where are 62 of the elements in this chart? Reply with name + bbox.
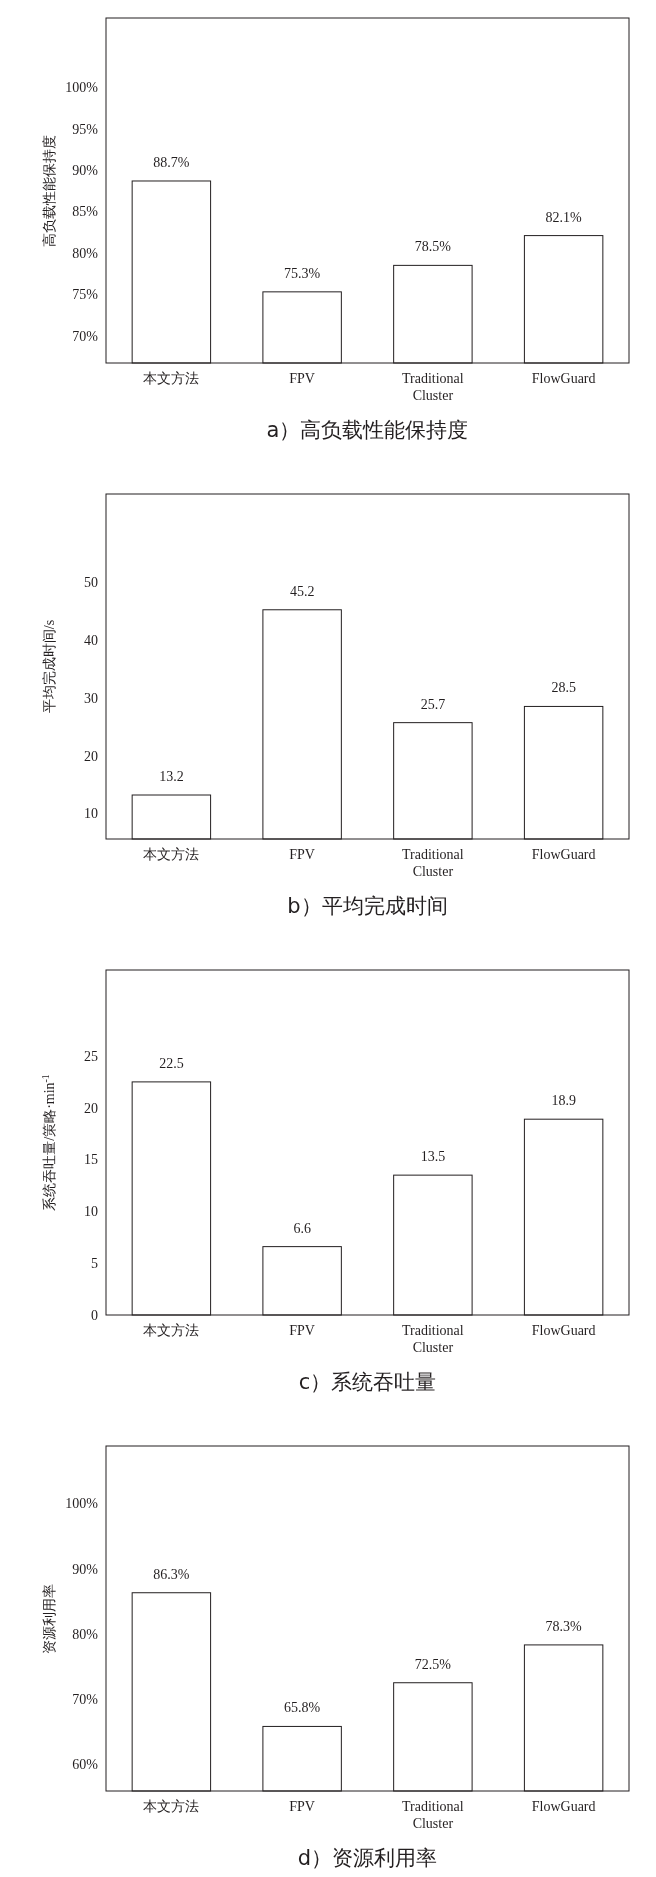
y-tick-label: 95%: [72, 121, 99, 137]
y-tick-label: 25: [84, 1048, 98, 1064]
y-tick-label: 0: [91, 1307, 98, 1323]
y-tick-label: 30: [84, 690, 98, 706]
data-label: 88.7%: [153, 154, 190, 170]
data-label: 75.3%: [284, 265, 321, 281]
x-tick-label: Traditional Cluster: [402, 371, 464, 403]
x-tick-label: FlowGuard: [531, 1799, 596, 1814]
y-tick-label: 100%: [65, 1496, 99, 1512]
data-label: 22.5: [159, 1055, 184, 1071]
text: d）资源利用率: [297, 1846, 438, 1870]
x-tick-label: FPV: [289, 847, 315, 862]
data-label: 86.3%: [153, 1566, 190, 1582]
data-label: 45.2: [289, 583, 315, 599]
text: a）高负载性能保持度: [266, 418, 469, 442]
y-tick-label: 15: [84, 1152, 98, 1168]
data-label: 82.1%: [545, 209, 583, 225]
y-tick-label: 10: [84, 806, 98, 822]
y-tick-label: 70%: [72, 1691, 99, 1707]
y-tick-label: 90%: [72, 163, 99, 179]
x-tick-label: FPV: [289, 1799, 315, 1814]
y-tick-label: 70%: [72, 328, 99, 344]
data-label: 28.5: [551, 680, 576, 696]
y-tick-label: 20: [84, 748, 98, 764]
x-tick-label: Traditional Cluster: [402, 1799, 464, 1831]
y-tick-label: 80%: [72, 1626, 99, 1642]
data-label: 65.8%: [284, 1700, 321, 1716]
y-axis-title: 平均完成时间/s: [42, 619, 57, 714]
data-label: 78.5%: [414, 239, 452, 255]
x-tick-label: FPV: [289, 1323, 315, 1338]
data-label: 72.5%: [414, 1656, 452, 1672]
data-label: 78.3%: [545, 1618, 583, 1634]
x-tick-label: Traditional Cluster: [402, 847, 464, 879]
y-tick-label: 20: [84, 1100, 98, 1116]
data-label: 18.9: [551, 1093, 576, 1109]
x-tick-label: 本文方法: [143, 371, 200, 386]
y-tick-label: 50: [84, 574, 98, 590]
data-label: 6.6: [293, 1220, 311, 1236]
y-tick-label: 40: [84, 632, 98, 648]
x-tick-label: FlowGuard: [531, 1323, 596, 1338]
text: c）系统吞吐量: [298, 1370, 437, 1394]
y-tick-label: 10: [84, 1204, 98, 1220]
y-tick-label: 85%: [72, 204, 99, 220]
y-axis-title: 高负载性能保持度: [42, 134, 57, 247]
x-tick-label: Traditional Cluster: [402, 1323, 464, 1355]
x-tick-label: FlowGuard: [531, 847, 596, 862]
y-tick-label: 80%: [72, 245, 99, 261]
data-label: 25.7: [420, 696, 446, 712]
x-tick-label: 本文方法: [143, 1323, 200, 1338]
x-tick-label: 本文方法: [143, 847, 200, 862]
text: b）平均完成时间: [287, 894, 448, 918]
data-label: 13.2: [159, 769, 184, 785]
x-tick-label: FPV: [289, 371, 315, 386]
x-tick-label: FlowGuard: [531, 371, 596, 386]
y-tick-label: 100%: [65, 80, 99, 96]
y-tick-label: 90%: [72, 1561, 99, 1577]
data-label: 13.5: [420, 1149, 446, 1165]
y-tick-label: 5: [91, 1256, 98, 1272]
x-tick-label: 本文方法: [143, 1799, 200, 1814]
y-tick-label: 75%: [72, 287, 99, 303]
y-axis-title: 资源利用率: [42, 1583, 57, 1654]
y-tick-label: 60%: [72, 1757, 99, 1773]
